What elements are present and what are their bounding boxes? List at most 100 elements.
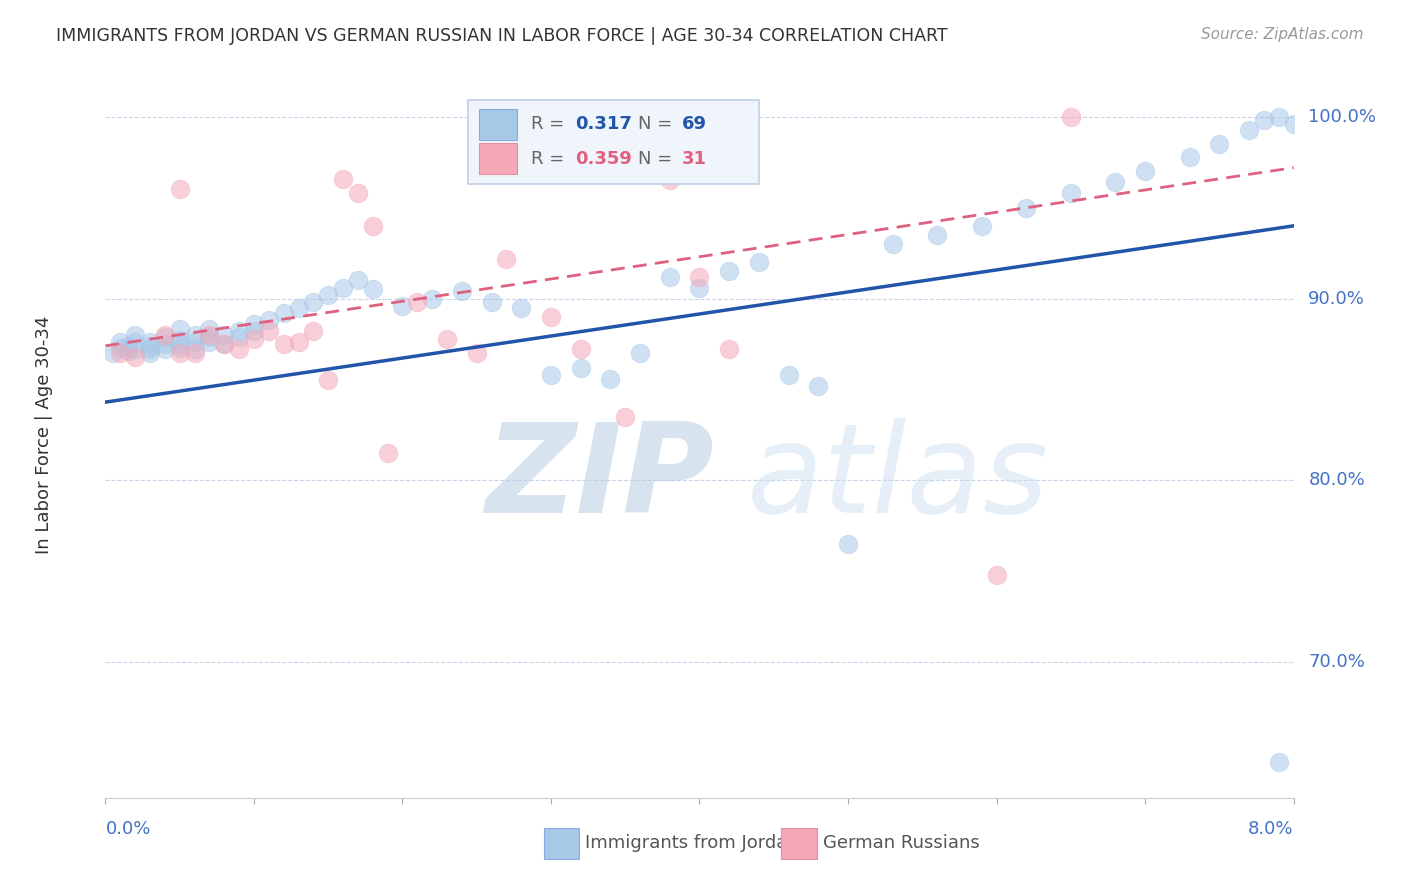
- Point: [169, 322, 191, 336]
- Text: 0.0%: 0.0%: [105, 820, 150, 838]
- Point: [287, 335, 309, 350]
- Text: 69: 69: [682, 115, 707, 134]
- Point: [287, 301, 309, 315]
- Point: [302, 295, 325, 310]
- Point: [228, 343, 250, 357]
- Text: 0.359: 0.359: [575, 150, 631, 168]
- Point: [882, 237, 904, 252]
- Point: [316, 288, 339, 302]
- Point: [169, 346, 191, 360]
- Point: [139, 346, 162, 360]
- Point: [361, 219, 384, 233]
- Text: ZIP: ZIP: [485, 418, 714, 539]
- Point: [1178, 150, 1201, 164]
- Point: [110, 341, 132, 355]
- Point: [228, 329, 250, 343]
- Point: [124, 343, 146, 357]
- Point: [778, 368, 800, 382]
- Point: [361, 282, 384, 296]
- Point: [927, 227, 949, 242]
- Text: 100.0%: 100.0%: [1309, 108, 1376, 126]
- Point: [1104, 175, 1126, 189]
- Point: [124, 350, 146, 364]
- Text: 31: 31: [682, 150, 707, 168]
- Point: [569, 360, 592, 375]
- Point: [139, 343, 162, 357]
- FancyBboxPatch shape: [782, 828, 817, 859]
- Point: [243, 317, 266, 331]
- FancyBboxPatch shape: [478, 109, 516, 140]
- Point: [1060, 186, 1083, 201]
- Point: [1015, 201, 1038, 215]
- Point: [198, 329, 221, 343]
- Text: N =: N =: [638, 150, 672, 168]
- Point: [302, 324, 325, 338]
- Point: [214, 337, 236, 351]
- Point: [110, 346, 132, 360]
- Point: [117, 344, 139, 359]
- Point: [153, 343, 176, 357]
- Point: [406, 295, 429, 310]
- Point: [391, 299, 413, 313]
- Point: [214, 337, 236, 351]
- Point: [986, 567, 1008, 582]
- Point: [599, 371, 621, 385]
- Point: [689, 280, 711, 294]
- Point: [540, 368, 562, 382]
- Text: atlas: atlas: [747, 418, 1049, 539]
- Point: [153, 329, 176, 343]
- Point: [658, 173, 681, 187]
- Text: In Labor Force | Age 30-34: In Labor Force | Age 30-34: [35, 316, 52, 554]
- Point: [436, 332, 458, 346]
- FancyBboxPatch shape: [478, 144, 516, 174]
- Point: [1282, 117, 1305, 131]
- Point: [1237, 122, 1260, 136]
- Point: [837, 537, 859, 551]
- Point: [243, 324, 266, 338]
- Text: 8.0%: 8.0%: [1249, 820, 1294, 838]
- Point: [347, 273, 370, 287]
- Text: German Russians: German Russians: [823, 834, 980, 853]
- Text: 0.317: 0.317: [575, 115, 631, 134]
- Point: [450, 285, 472, 299]
- Point: [1133, 164, 1156, 178]
- Point: [689, 269, 711, 284]
- Point: [1208, 136, 1230, 151]
- Point: [481, 295, 503, 310]
- Point: [718, 343, 741, 357]
- Point: [124, 335, 146, 350]
- Point: [316, 373, 339, 387]
- Point: [257, 313, 280, 327]
- FancyBboxPatch shape: [544, 828, 579, 859]
- Point: [101, 346, 124, 360]
- Point: [257, 324, 280, 338]
- Point: [198, 335, 221, 350]
- Point: [347, 186, 370, 201]
- Point: [169, 182, 191, 196]
- Text: 90.0%: 90.0%: [1309, 290, 1365, 308]
- Text: R =: R =: [531, 115, 564, 134]
- Text: R =: R =: [531, 150, 564, 168]
- Point: [110, 335, 132, 350]
- Point: [273, 337, 295, 351]
- Text: IMMIGRANTS FROM JORDAN VS GERMAN RUSSIAN IN LABOR FORCE | AGE 30-34 CORRELATION : IMMIGRANTS FROM JORDAN VS GERMAN RUSSIAN…: [56, 27, 948, 45]
- Point: [198, 322, 221, 336]
- Point: [1253, 113, 1275, 128]
- Text: Immigrants from Jordan: Immigrants from Jordan: [585, 834, 799, 853]
- Point: [569, 343, 592, 357]
- Point: [495, 252, 517, 266]
- Point: [169, 341, 191, 355]
- Point: [169, 334, 191, 348]
- Point: [628, 346, 651, 360]
- Point: [183, 335, 205, 350]
- Point: [465, 346, 488, 360]
- Point: [658, 269, 681, 284]
- Point: [614, 409, 637, 424]
- Point: [183, 327, 205, 342]
- Text: 70.0%: 70.0%: [1309, 653, 1365, 671]
- Point: [243, 332, 266, 346]
- Point: [377, 446, 399, 460]
- Point: [169, 337, 191, 351]
- Point: [748, 255, 770, 269]
- Point: [139, 335, 162, 350]
